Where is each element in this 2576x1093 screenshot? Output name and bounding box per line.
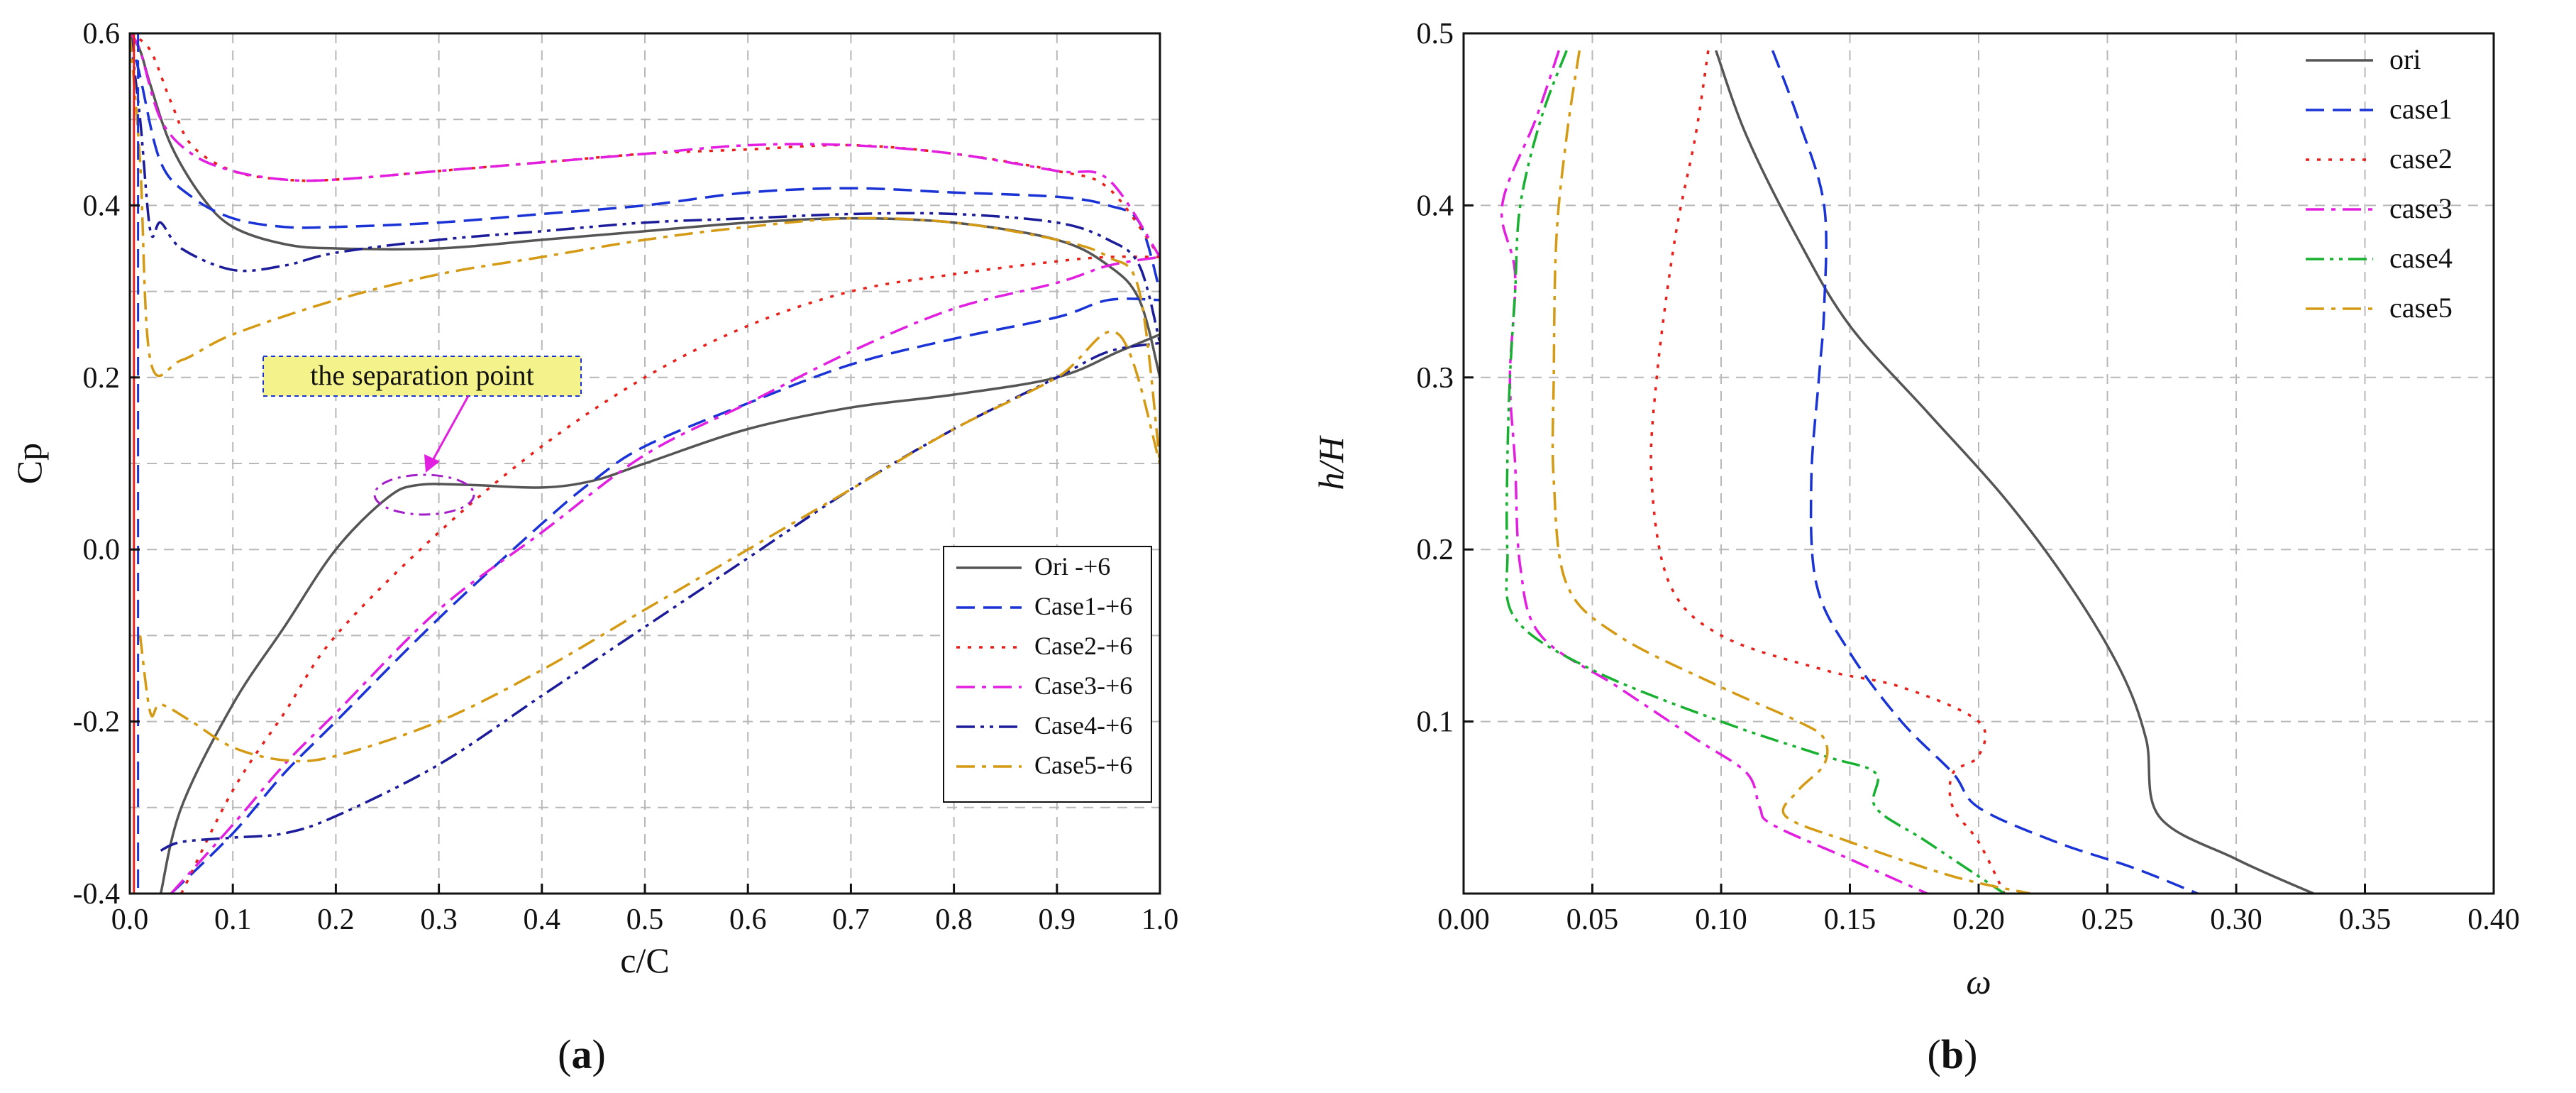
x-tick-label: 0.00	[1437, 903, 1490, 936]
x-tick-label: 0.8	[935, 903, 973, 936]
series-case4	[1505, 50, 2006, 894]
x-tick-label: 0.5	[626, 903, 664, 936]
x-tick-label: 0.6	[729, 903, 767, 936]
legend-label: Case3-+6	[1034, 671, 1132, 700]
x-axis-title: c/C	[620, 940, 669, 980]
legend-label: case3	[2389, 192, 2453, 224]
axis-ticks: 0.00 0.05 0.10 0.15 0.20 0.25 0.30 0.35 0.40 0.1 0…	[1417, 18, 2520, 936]
legend: ori case1 case2 case3 case4 case5	[2306, 43, 2453, 324]
series-group	[1500, 50, 2314, 894]
series-case1-6-lower	[170, 297, 1160, 894]
series-case4-6-upper	[130, 33, 1160, 344]
annotation-text: the separation point	[310, 359, 534, 391]
series-case5	[1551, 50, 2030, 894]
series-case3	[1500, 50, 1928, 894]
x-tick-label: 1.0	[1141, 903, 1179, 936]
y-axis-title: Cp	[9, 443, 49, 484]
series-case5-6-upper	[130, 33, 1160, 464]
panel-letter-b: b	[1941, 1031, 1964, 1077]
annotation-box	[262, 356, 582, 397]
x-tick-label: 0.05	[1566, 903, 1619, 936]
series-case1-6-upper	[130, 33, 1160, 292]
panel-letter-a: a	[572, 1031, 592, 1077]
x-tick-label: 0.40	[2467, 903, 2520, 936]
x-tick-label: 0.3	[420, 903, 458, 936]
x-tick-label: 0.35	[2339, 903, 2392, 936]
arrow-head	[424, 454, 440, 473]
x-tick-label: 0.30	[2210, 903, 2262, 936]
x-axis-title: ω	[1966, 962, 1991, 1001]
y-tick-label: 0.5	[1417, 18, 1454, 50]
x-tick-label: 0.7	[832, 903, 870, 936]
y-tick-label: 0.4	[83, 190, 121, 222]
series-ori-6-lower	[159, 333, 1160, 894]
grid	[1464, 33, 2494, 894]
y-tick-label: 0.6	[83, 18, 121, 50]
series-case2-6-lower	[180, 255, 1160, 894]
x-tick-label: 0.10	[1695, 903, 1747, 936]
x-tick-label: 0.4	[524, 903, 561, 936]
y-tick-label: 0.4	[1417, 190, 1454, 222]
legend-label: case1	[2389, 93, 2453, 125]
y-tick-label: 0.2	[83, 362, 121, 395]
legend-label: Case1-+6	[1034, 592, 1132, 620]
separation-annotation: the separation point	[262, 356, 582, 516]
series-ori	[1715, 50, 2314, 894]
legend-label: case5	[2389, 292, 2453, 324]
x-tick-label: 0.2	[317, 903, 355, 936]
separation-ellipse	[373, 473, 475, 516]
legend-label: case2	[2389, 143, 2453, 175]
chart-panel-a: 0.0 0.1 0.2 0.3 0.4 0.5 0.6 0.7 0.8 0.9 1.0 -0.4 -0.…	[9, 18, 1178, 1077]
series-case2	[1649, 50, 2006, 894]
series-case3-6-upper	[130, 33, 1160, 258]
x-tick-label: 0.1	[214, 903, 252, 936]
legend-label: ori	[2389, 43, 2421, 75]
chart-panel-b: 0.00 0.05 0.10 0.15 0.20 0.25 0.30 0.35 0.40 0.1 0…	[1311, 18, 2520, 1077]
legend: Ori -+6 Case1-+6 Case2-+6 Case3-+6 Case4-+6 C…	[943, 546, 1152, 803]
x-tick-label: 0.9	[1039, 903, 1076, 936]
x-tick-label: 0.0	[111, 903, 149, 936]
legend-label: Case4-+6	[1034, 711, 1132, 740]
axis-ticks: 0.0 0.1 0.2 0.3 0.4 0.5 0.6 0.7 0.8 0.9 1.0 -0.4 -0.…	[73, 18, 1179, 936]
legend-label: case4	[2389, 242, 2453, 274]
legend-label: Case5-+6	[1034, 751, 1132, 779]
y-tick-label: 0.1	[1417, 706, 1454, 739]
annotation-arrow	[430, 395, 470, 463]
legend-box	[943, 546, 1152, 803]
x-tick-label: 0.20	[1952, 903, 2005, 936]
legend-label: Ori -+6	[1034, 552, 1110, 581]
legend-label: Case2-+6	[1034, 632, 1132, 660]
x-tick-label: 0.25	[2082, 903, 2134, 936]
y-tick-label: -0.4	[73, 878, 121, 911]
series-case1	[1771, 50, 2199, 894]
series-case3-6-lower	[170, 256, 1160, 894]
y-tick-label: 0.0	[83, 534, 121, 566]
y-tick-label: 0.2	[1417, 534, 1454, 566]
y-tick-label: -0.2	[73, 706, 121, 739]
y-tick-label: 0.3	[1417, 362, 1454, 395]
y-axis-title: h/H	[1311, 435, 1351, 490]
panel-label-a: (a)	[558, 1031, 606, 1077]
panel-label-b: (b)	[1928, 1031, 1978, 1077]
series-group	[130, 33, 1160, 894]
x-tick-label: 0.15	[1824, 903, 1876, 936]
